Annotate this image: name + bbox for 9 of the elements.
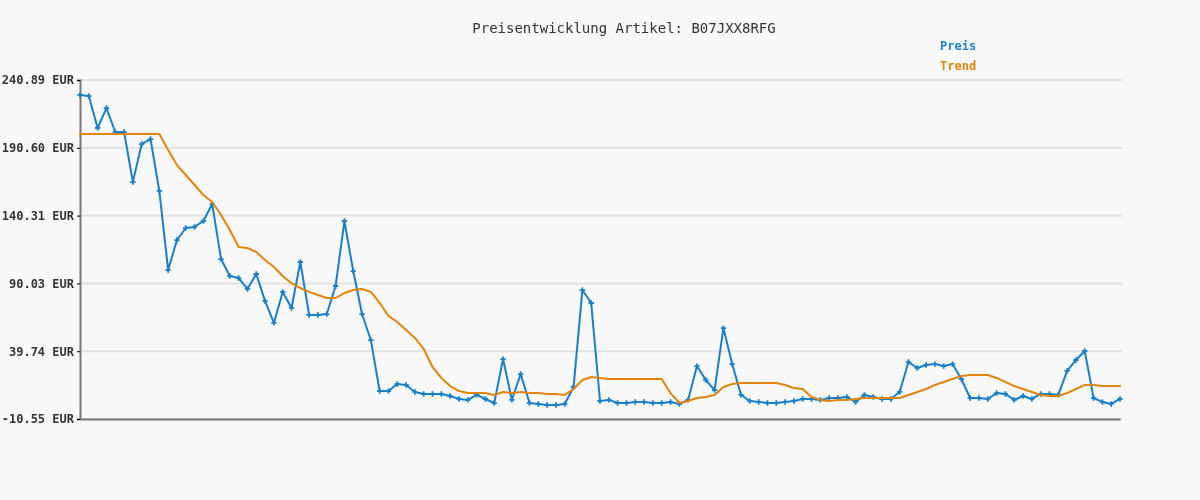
y-tick-label: 140.31 EUR (1, 208, 75, 223)
y-tick-label: 90.03 EUR (8, 276, 75, 291)
y-tick-label: 240.89 EUR (1, 73, 75, 88)
y-tick-label: 190.60 EUR (1, 141, 75, 156)
y-tick-label: -10.55 EUR (1, 412, 75, 427)
text: Preis (940, 39, 977, 53)
chart-title: Preisentwicklung Artikel: B07JXX8RFG (472, 20, 776, 36)
text: Trend (940, 59, 977, 73)
y-tick-label: 39.74 EUR (8, 344, 75, 359)
